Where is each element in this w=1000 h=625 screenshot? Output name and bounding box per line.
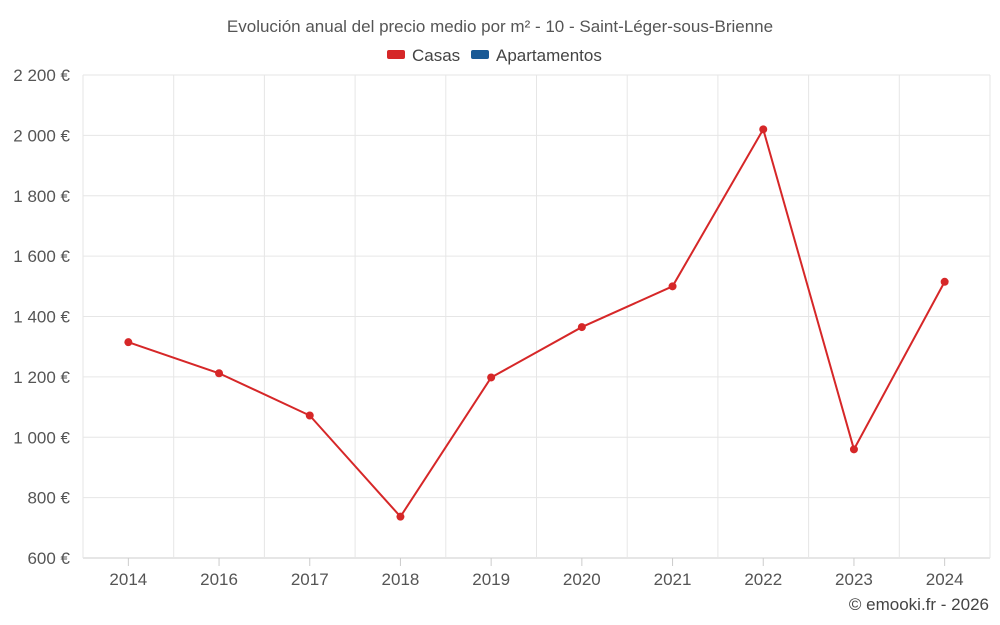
chart-title: Evolución anual del precio medio por m² …: [227, 17, 773, 36]
data-point[interactable]: [305, 411, 314, 420]
y-tick-label: 1 000 €: [13, 428, 70, 447]
data-point[interactable]: [940, 277, 949, 286]
x-tick-label: 2018: [382, 570, 420, 589]
y-tick-label: 1 600 €: [13, 247, 70, 266]
y-tick-label: 1 200 €: [13, 368, 70, 387]
series-line: [128, 126, 946, 519]
legend: Casas Apartamentos: [387, 46, 602, 65]
series-layer: [124, 125, 949, 521]
x-tick-label: 2023: [835, 570, 873, 589]
y-tick-label: 800 €: [27, 489, 70, 508]
data-point[interactable]: [487, 373, 496, 382]
x-tick-label: 2021: [654, 570, 692, 589]
legend-label[interactable]: Apartamentos: [496, 46, 602, 65]
y-tick-label: 1 400 €: [13, 308, 70, 327]
x-tick-label: 2014: [109, 570, 147, 589]
x-tick-label: 2016: [200, 570, 238, 589]
legend-swatch[interactable]: [471, 50, 489, 59]
y-tick-label: 2 000 €: [13, 126, 70, 145]
x-tick-label: 2022: [744, 570, 782, 589]
x-tick-label: 2024: [926, 570, 964, 589]
legend-swatch[interactable]: [387, 50, 405, 59]
x-tick-label: 2020: [563, 570, 601, 589]
data-point[interactable]: [124, 338, 133, 347]
data-point[interactable]: [668, 282, 677, 291]
x-tick-label: 2019: [472, 570, 510, 589]
x-tick-label: 2017: [291, 570, 329, 589]
data-point[interactable]: [577, 323, 586, 332]
credit-label: © emooki.fr - 2026: [849, 595, 989, 614]
x-axis-ticks: 2014 2016 2017 2018 2019 2020 2021 2022 2023 2024: [109, 570, 963, 589]
data-point[interactable]: [759, 125, 768, 134]
legend-label[interactable]: Casas: [412, 46, 460, 65]
data-point[interactable]: [396, 512, 405, 521]
y-tick-label: 600 €: [27, 549, 70, 568]
y-tick-label: 1 800 €: [13, 187, 70, 206]
data-point[interactable]: [849, 445, 858, 454]
y-tick-label: 2 200 €: [13, 66, 70, 85]
grid: [82, 74, 991, 566]
data-point[interactable]: [215, 369, 224, 378]
y-axis-ticks: 600 € 800 € 1 000 € 1 200 € 1 400 € 1 600 € 1 …: [13, 66, 70, 568]
